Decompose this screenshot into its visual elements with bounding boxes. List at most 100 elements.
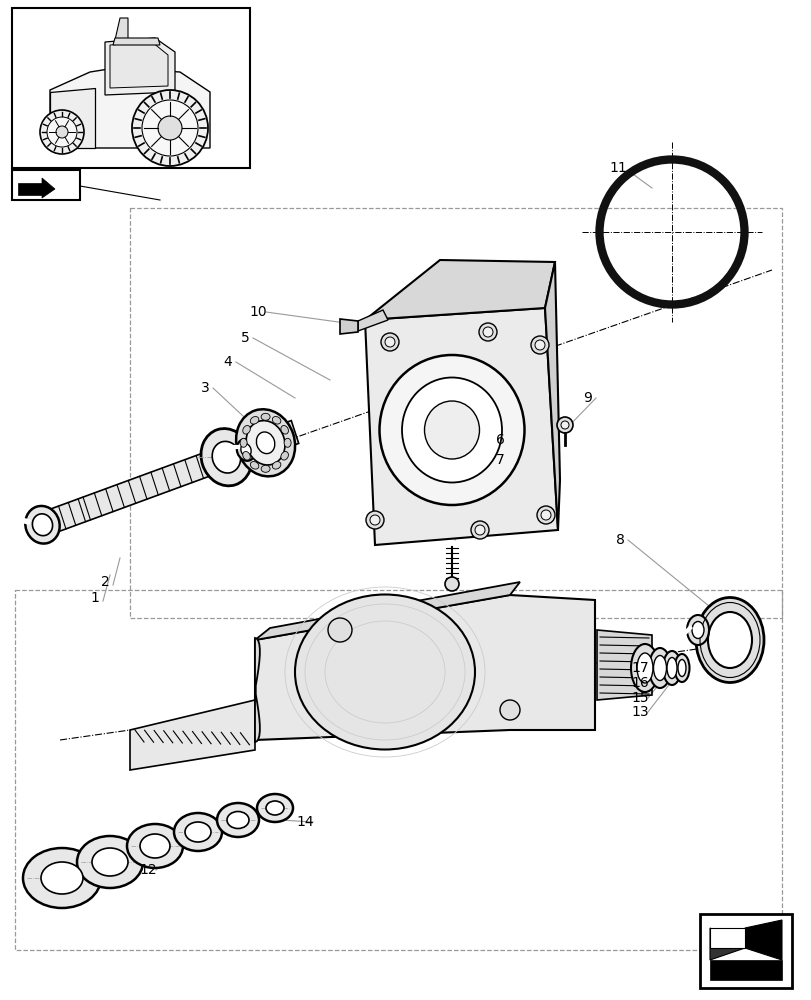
Text: 1: 1	[91, 591, 99, 605]
Polygon shape	[115, 18, 128, 43]
Ellipse shape	[281, 452, 288, 460]
Text: 6: 6	[495, 433, 504, 447]
Circle shape	[158, 116, 182, 140]
Ellipse shape	[281, 426, 288, 434]
Ellipse shape	[653, 656, 666, 680]
Ellipse shape	[401, 377, 501, 483]
Ellipse shape	[674, 654, 689, 682]
Text: 12: 12	[139, 863, 157, 877]
Circle shape	[142, 100, 198, 156]
Ellipse shape	[174, 813, 221, 851]
Ellipse shape	[636, 653, 652, 683]
Ellipse shape	[237, 439, 255, 461]
Circle shape	[380, 333, 398, 351]
Circle shape	[132, 90, 208, 166]
Circle shape	[534, 340, 544, 350]
Text: 16: 16	[630, 676, 648, 690]
Polygon shape	[255, 638, 260, 742]
Text: 15: 15	[630, 691, 648, 705]
Polygon shape	[50, 68, 210, 148]
Ellipse shape	[250, 462, 259, 469]
Circle shape	[328, 618, 351, 642]
Polygon shape	[255, 582, 519, 640]
Circle shape	[444, 577, 458, 591]
Ellipse shape	[272, 417, 281, 424]
Bar	[130, 208, 781, 618]
Ellipse shape	[691, 621, 703, 639]
Ellipse shape	[241, 444, 251, 456]
Ellipse shape	[240, 438, 247, 447]
Text: 4: 4	[223, 355, 232, 369]
Polygon shape	[709, 960, 781, 980]
Polygon shape	[709, 928, 744, 960]
Ellipse shape	[677, 660, 685, 676]
Text: 17: 17	[630, 661, 648, 675]
Ellipse shape	[242, 426, 250, 434]
Circle shape	[560, 421, 569, 429]
Ellipse shape	[242, 452, 250, 460]
Circle shape	[56, 126, 68, 138]
Ellipse shape	[201, 429, 251, 486]
Polygon shape	[130, 700, 255, 770]
Ellipse shape	[294, 594, 474, 750]
Ellipse shape	[246, 421, 285, 465]
Polygon shape	[113, 38, 160, 45]
Ellipse shape	[41, 862, 83, 894]
Ellipse shape	[92, 848, 128, 876]
Ellipse shape	[77, 836, 143, 888]
Ellipse shape	[630, 644, 659, 692]
Ellipse shape	[261, 465, 270, 472]
Polygon shape	[255, 595, 594, 740]
Bar	[699, 914, 791, 988]
Ellipse shape	[139, 834, 169, 858]
Circle shape	[500, 700, 519, 720]
Text: 13: 13	[630, 705, 648, 719]
Circle shape	[536, 506, 554, 524]
Circle shape	[47, 117, 77, 147]
Circle shape	[483, 327, 492, 337]
Ellipse shape	[127, 824, 182, 868]
Bar	[12, 8, 250, 168]
Ellipse shape	[424, 401, 479, 459]
Ellipse shape	[256, 432, 274, 454]
Polygon shape	[544, 262, 560, 530]
Text: 8: 8	[615, 533, 624, 547]
Text: 11: 11	[608, 161, 626, 175]
Polygon shape	[365, 308, 557, 545]
Polygon shape	[109, 42, 168, 88]
Polygon shape	[365, 260, 554, 320]
Ellipse shape	[261, 413, 270, 420]
Polygon shape	[18, 183, 42, 195]
Ellipse shape	[32, 514, 53, 536]
Ellipse shape	[695, 597, 763, 682]
Circle shape	[474, 525, 484, 535]
Circle shape	[370, 515, 380, 525]
Bar	[12, 170, 80, 200]
Ellipse shape	[257, 794, 293, 822]
Polygon shape	[105, 38, 175, 95]
Text: 3: 3	[200, 381, 209, 395]
Polygon shape	[744, 920, 781, 960]
Ellipse shape	[686, 615, 708, 645]
Polygon shape	[42, 178, 55, 198]
Polygon shape	[358, 310, 388, 331]
Ellipse shape	[272, 462, 281, 469]
Circle shape	[384, 337, 394, 347]
Polygon shape	[340, 319, 358, 334]
Ellipse shape	[284, 438, 290, 447]
Ellipse shape	[212, 441, 240, 473]
Ellipse shape	[266, 801, 284, 815]
Text: 10: 10	[249, 305, 267, 319]
Circle shape	[366, 511, 384, 529]
Text: 5: 5	[240, 331, 249, 345]
Circle shape	[556, 417, 573, 433]
Text: 9: 9	[583, 391, 592, 405]
Polygon shape	[50, 88, 95, 148]
Ellipse shape	[227, 811, 249, 828]
Circle shape	[478, 323, 496, 341]
Polygon shape	[709, 928, 744, 948]
Circle shape	[540, 510, 551, 520]
Ellipse shape	[707, 612, 751, 668]
Ellipse shape	[250, 417, 259, 424]
Ellipse shape	[23, 848, 101, 908]
